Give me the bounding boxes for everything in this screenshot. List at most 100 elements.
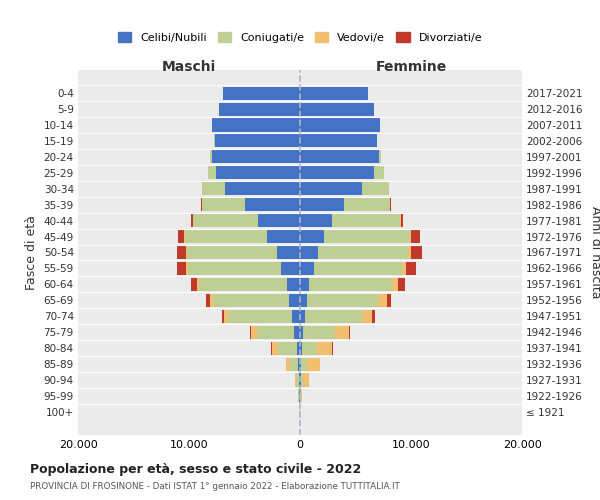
Bar [199,278,287,291]
Bar [344,198,390,211]
Bar [302,374,308,386]
Bar [292,310,300,323]
Bar [300,358,301,370]
Bar [411,246,422,259]
Bar [193,214,258,227]
Bar [300,86,368,100]
Bar [212,150,300,164]
Bar [300,198,344,211]
Bar [301,390,302,402]
Text: Femmine: Femmine [376,60,446,74]
Bar [349,326,350,338]
Bar [410,230,412,243]
Bar [332,342,333,354]
Legend: Celibi/Nubili, Coniugati/e, Vedovi/e, Divorziati/e: Celibi/Nubili, Coniugati/e, Vedovi/e, Di… [118,32,482,42]
Bar [212,118,300,132]
Bar [208,166,215,179]
Bar [386,294,391,307]
Bar [266,230,300,243]
Bar [401,262,406,275]
Bar [178,230,184,243]
Bar [332,214,400,227]
Bar [187,262,188,275]
Bar [187,246,277,259]
Bar [408,246,411,259]
Bar [188,262,281,275]
Bar [296,374,299,386]
Bar [290,358,298,370]
Bar [177,262,187,275]
Bar [245,198,300,211]
Bar [300,214,332,227]
Bar [184,230,185,243]
Bar [300,182,362,196]
Bar [250,326,251,338]
Bar [401,214,403,227]
Bar [310,278,392,291]
Bar [289,294,300,307]
Y-axis label: Anni di nascita: Anni di nascita [589,206,600,298]
Bar [229,310,292,323]
Bar [374,166,384,179]
Bar [177,246,186,259]
Bar [299,390,300,402]
Bar [300,166,374,179]
Bar [300,118,380,132]
Bar [300,294,307,307]
Bar [319,246,408,259]
Bar [300,262,314,275]
Bar [300,102,374,116]
Bar [317,342,332,354]
Bar [300,342,302,354]
Bar [277,246,300,259]
Bar [286,358,290,370]
Bar [362,182,389,196]
Bar [314,262,401,275]
Bar [202,198,245,211]
Bar [305,310,362,323]
Bar [251,326,257,338]
Bar [278,342,296,354]
Bar [300,230,325,243]
Bar [222,310,224,323]
Bar [296,342,300,354]
Bar [224,310,229,323]
Bar [191,278,197,291]
Bar [300,278,310,291]
Bar [299,374,300,386]
Bar [372,310,375,323]
Bar [298,358,300,370]
Y-axis label: Fasce di età: Fasce di età [25,215,38,290]
Bar [300,310,305,323]
Bar [206,294,210,307]
Bar [295,374,296,386]
Text: Maschi: Maschi [162,60,216,74]
Bar [300,326,303,338]
Bar [215,166,300,179]
Bar [300,246,319,259]
Bar [302,342,317,354]
Bar [191,214,193,227]
Bar [392,278,398,291]
Bar [390,198,391,211]
Bar [301,374,302,386]
Bar [258,214,300,227]
Bar [197,278,199,291]
Bar [272,342,278,354]
Bar [301,358,307,370]
Text: Popolazione per età, sesso e stato civile - 2022: Popolazione per età, sesso e stato civil… [30,462,361,475]
Bar [210,294,213,307]
Bar [257,326,295,338]
Bar [211,150,212,164]
Bar [307,358,320,370]
Bar [307,294,378,307]
Text: PROVINCIA DI FROSINONE - Dati ISTAT 1° gennaio 2022 - Elaborazione TUTTITALIA.IT: PROVINCIA DI FROSINONE - Dati ISTAT 1° g… [30,482,400,491]
Bar [186,246,187,259]
Bar [295,326,300,338]
Bar [298,390,299,402]
Bar [398,278,405,291]
Bar [325,230,410,243]
Bar [215,134,300,147]
Bar [406,262,416,275]
Bar [400,214,401,227]
